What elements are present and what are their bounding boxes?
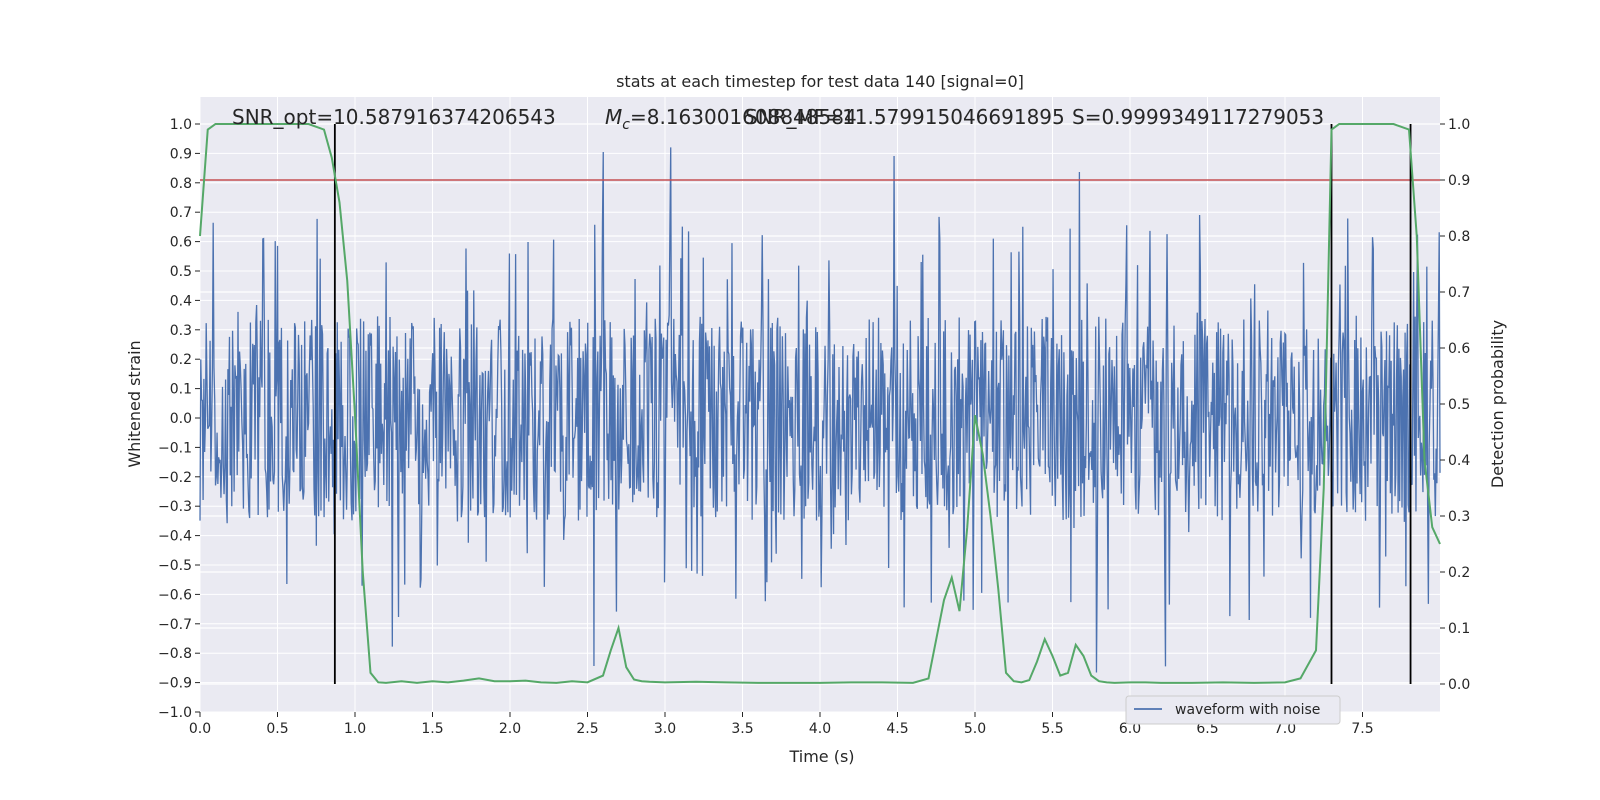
- chart-title: stats at each timestep for test data 140…: [616, 72, 1024, 91]
- y-tick-label: 0.7: [170, 205, 192, 221]
- x-tick-label: 0.0: [189, 721, 211, 737]
- y-tick-label: 0.3: [170, 323, 192, 339]
- y2-tick-label: 0.9: [1448, 173, 1470, 189]
- chirp-mass-symbol: M: [605, 105, 622, 129]
- y2-tick-label: 0.1: [1448, 621, 1470, 637]
- y-axis-ticks: 1.0 0.9 0.8 0.7 0.6 0.5 0.4 0.3 0.2 0.1 0.0 −0.1 −0.…: [158, 117, 200, 721]
- s-annotation: S=0.9999349117279053: [1072, 105, 1324, 129]
- y-tick-label: −0.7: [158, 617, 192, 633]
- legend-box: [1125, 695, 1341, 725]
- y-tick-label: 0.0: [170, 411, 192, 427]
- x-axis-ticks: 0.0 0.5 1.0 1.5 2.0 2.5 3.0 3.5 4.0 4.5 5.0 5.5 6.0 6…: [189, 712, 1374, 737]
- y-tick-label: −0.5: [158, 558, 192, 574]
- x-tick-label: 5.0: [964, 721, 986, 737]
- y-tick-label: −0.3: [158, 499, 192, 515]
- y-tick-label: 0.6: [170, 235, 192, 251]
- waveform-series: [199, 147, 1441, 673]
- y-tick-label: 0.4: [170, 293, 192, 309]
- x-tick-label: 1.5: [421, 721, 443, 737]
- y2-tick-label: 0.3: [1448, 509, 1470, 525]
- y-tick-label: 0.9: [170, 146, 192, 162]
- legend: waveform with noise: [1125, 695, 1341, 725]
- x-tick-label: 1.0: [344, 721, 366, 737]
- x-tick-label: 6.5: [1196, 721, 1218, 737]
- probability-series: [199, 123, 1441, 684]
- x-tick-label: 6.0: [1119, 721, 1141, 737]
- y2-tick-label: 0.6: [1448, 341, 1470, 357]
- x-tick-label: 7.5: [1351, 721, 1373, 737]
- x-tick-label: 0.5: [266, 721, 288, 737]
- y2-tick-label: 0.8: [1448, 229, 1470, 245]
- y-tick-label: −0.9: [158, 676, 192, 692]
- x-tick-label: 2.0: [499, 721, 521, 737]
- y-tick-label: −0.1: [158, 440, 192, 456]
- x-tick-label: 3.0: [654, 721, 676, 737]
- snr-mf-annotation: SNR_MF=11.579915046691895: [745, 105, 1065, 129]
- y2-tick-label: 0.4: [1448, 453, 1470, 469]
- x-tick-label: 7.0: [1274, 721, 1296, 737]
- y-tick-label: −0.8: [158, 646, 192, 662]
- probability-line: [199, 123, 1441, 684]
- x-tick-label: 4.5: [886, 721, 908, 737]
- waveform-line: [199, 147, 1441, 673]
- y2-tick-label: 0.0: [1448, 677, 1470, 693]
- y-tick-label: 1.0: [170, 117, 192, 133]
- chirp-mass-value: =8.163001608848584: [630, 105, 857, 129]
- x-axis-label: Time (s): [788, 747, 854, 766]
- legend-label: waveform with noise: [1175, 702, 1320, 718]
- y-tick-label: −0.2: [158, 470, 192, 486]
- y2-tick-label: 0.5: [1448, 397, 1470, 413]
- y-tick-label: −0.4: [158, 529, 192, 545]
- overlay-lines: [200, 124, 1440, 684]
- y2-axis-ticks: 1.0 0.9 0.8 0.7 0.6 0.5 0.4 0.3 0.2 0.1 0.0: [1440, 117, 1470, 693]
- x-tick-label: 5.5: [1041, 721, 1063, 737]
- y-tick-label: 0.8: [170, 176, 192, 192]
- y-tick-label: −0.6: [158, 587, 192, 603]
- y-tick-label: −1.0: [158, 705, 192, 721]
- snr-opt-annotation: SNR_opt=10.587916374206543: [232, 105, 556, 129]
- x-tick-label: 4.0: [809, 721, 831, 737]
- y2-tick-label: 0.2: [1448, 565, 1470, 581]
- x-tick-label: 2.5: [576, 721, 598, 737]
- y-tick-label: 0.2: [170, 352, 192, 368]
- chirp-mass-annotation: Mc=8.163001608848584: [605, 105, 857, 133]
- x-tick-label: 3.5: [731, 721, 753, 737]
- y2-tick-label: 1.0: [1448, 117, 1470, 133]
- y-tick-label: 0.1: [170, 382, 192, 398]
- y2-tick-label: 0.7: [1448, 285, 1470, 301]
- chirp-mass-subscript: c: [622, 117, 630, 133]
- y-axis-label: Whitened strain: [125, 340, 144, 467]
- y2-axis-label: Detection probability: [1488, 320, 1507, 488]
- y-tick-label: 0.5: [170, 264, 192, 280]
